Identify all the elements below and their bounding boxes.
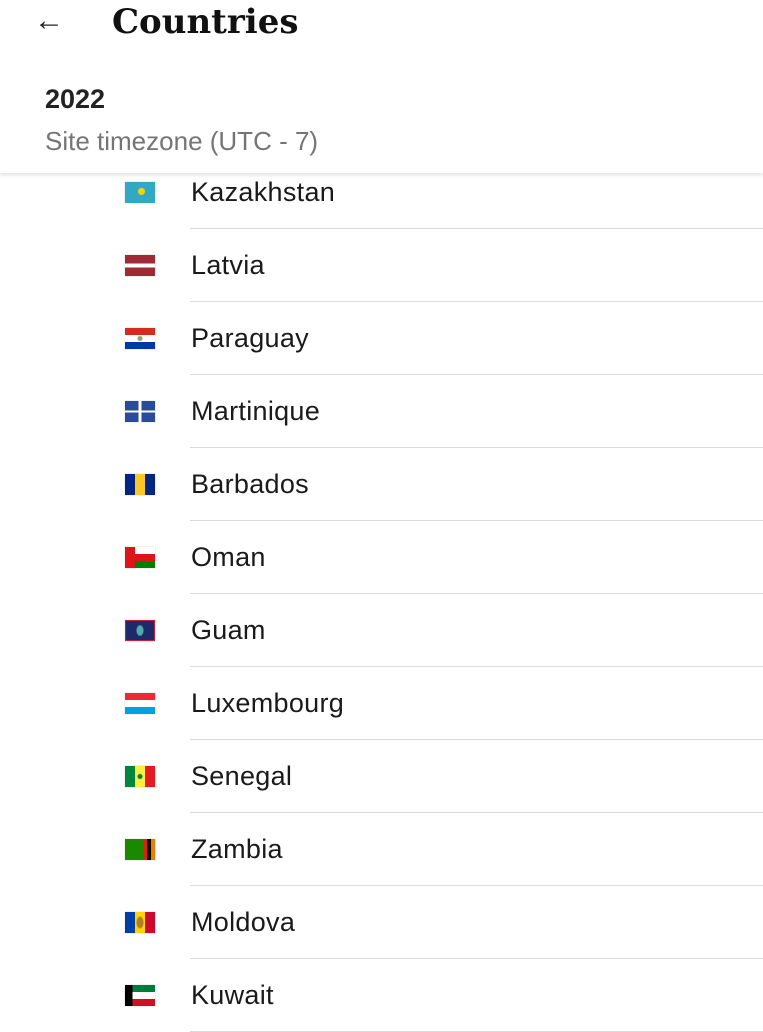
divider xyxy=(190,739,763,740)
flag-kz-icon xyxy=(125,182,155,203)
flag-gu-icon xyxy=(125,620,155,641)
flag-sn-icon xyxy=(125,766,155,787)
year-label: 2022 xyxy=(45,84,106,114)
country-name: Zambia xyxy=(191,834,283,864)
flag-zm-icon xyxy=(125,839,155,860)
page-title: Countries xyxy=(112,2,299,42)
country-name: Luxembourg xyxy=(191,688,345,718)
flag-bb-icon xyxy=(125,474,155,495)
flag-md-icon xyxy=(125,912,155,933)
divider xyxy=(190,301,763,302)
country-list-item[interactable]: Kuwait xyxy=(0,959,763,1032)
country-list-item[interactable]: Latvia xyxy=(0,229,763,302)
divider xyxy=(190,666,763,667)
country-list-item[interactable]: Barbados xyxy=(0,448,763,521)
country-name: Oman xyxy=(191,542,266,572)
app-header: ← Countries 2022 Site timezone (UTC - 7) xyxy=(0,0,763,173)
divider xyxy=(190,593,763,594)
flag-lu-icon xyxy=(125,693,155,714)
divider xyxy=(190,520,763,521)
divider xyxy=(190,812,763,813)
country-name: Latvia xyxy=(191,250,265,280)
flag-py-icon xyxy=(125,328,155,349)
country-list-item[interactable]: Luxembourg xyxy=(0,667,763,740)
flag-mq-icon xyxy=(125,401,155,422)
flag-lv-icon xyxy=(125,255,155,276)
country-list-item[interactable]: Oman xyxy=(0,521,763,594)
back-arrow-icon[interactable]: ← xyxy=(34,4,64,37)
divider xyxy=(190,374,763,375)
country-list-item[interactable]: Martinique xyxy=(0,375,763,448)
timezone-label: Site timezone (UTC - 7) xyxy=(45,126,319,156)
country-name: Barbados xyxy=(191,469,309,499)
country-name: Moldova xyxy=(191,907,296,937)
country-name: Martinique xyxy=(191,396,321,426)
country-list: Kazakhstan Latvia Paraguay Martinique Barbad… xyxy=(0,156,763,1032)
country-list-item[interactable]: Moldova xyxy=(0,886,763,959)
country-name: Kazakhstan xyxy=(191,177,336,207)
country-list-item[interactable]: Zambia xyxy=(0,813,763,886)
country-name: Guam xyxy=(191,615,266,645)
country-name: Senegal xyxy=(191,761,293,791)
divider xyxy=(190,228,763,229)
country-list-item[interactable]: Guam xyxy=(0,594,763,667)
divider xyxy=(190,447,763,448)
flag-kw-icon xyxy=(125,985,155,1006)
country-list-item[interactable]: Paraguay xyxy=(0,302,763,375)
flag-om-icon xyxy=(125,547,155,568)
country-list-item[interactable]: Senegal xyxy=(0,740,763,813)
country-list-item[interactable]: Kazakhstan xyxy=(0,156,763,229)
country-name: Kuwait xyxy=(191,980,274,1010)
divider xyxy=(190,885,763,886)
divider xyxy=(190,958,763,959)
country-name: Paraguay xyxy=(191,323,309,353)
